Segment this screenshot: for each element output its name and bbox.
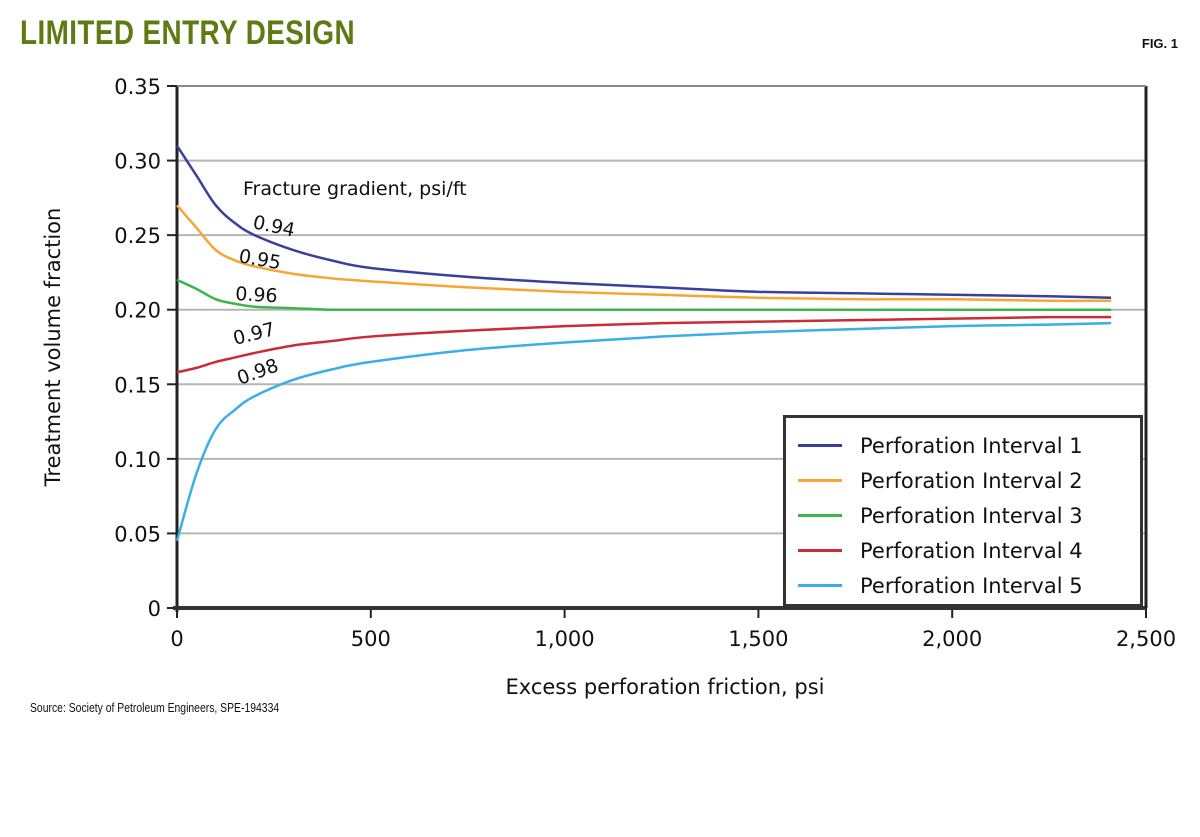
gradient-label-2: 0.95 bbox=[237, 245, 282, 274]
x-tick-label: 1,500 bbox=[728, 627, 788, 651]
legend-label-2: Perforation Interval 2 bbox=[860, 468, 1083, 493]
axes: 0 0.05 0.10 0.15 0.20 0.25 0.30 0.35 0 500 1,000 1,… bbox=[114, 75, 1176, 651]
figure-label: FIG. 1 bbox=[1141, 36, 1178, 51]
y-tick-label: 0.10 bbox=[114, 448, 161, 472]
y-tick-label: 0.25 bbox=[114, 224, 161, 248]
series-line-4 bbox=[176, 315, 1112, 374]
gradient-label-3: 0.96 bbox=[235, 283, 278, 307]
source-note: Source: Society of Petroleum Engineers, … bbox=[30, 700, 280, 715]
legend-swatch-3 bbox=[798, 514, 842, 517]
y-tick-label: 0.05 bbox=[114, 522, 161, 546]
legend-item-3: Perforation Interval 3 bbox=[798, 498, 1140, 533]
chart-title: LIMITED ENTRY DESIGN bbox=[20, 14, 356, 52]
y-tick-label: 0.15 bbox=[114, 373, 161, 397]
annotation-title: Fracture gradient, psi/ft bbox=[243, 178, 467, 200]
legend-swatch-2 bbox=[798, 479, 842, 482]
y-tick-label: 0.35 bbox=[114, 75, 161, 99]
legend-item-1: Perforation Interval 1 bbox=[798, 428, 1140, 463]
x-tick-label: 2,000 bbox=[922, 627, 982, 651]
y-tick-label: 0.20 bbox=[114, 299, 161, 323]
legend: Perforation Interval 1 Perforation Inter… bbox=[783, 415, 1143, 607]
legend-swatch-5 bbox=[798, 584, 842, 587]
legend-item-2: Perforation Interval 2 bbox=[798, 463, 1140, 498]
legend-swatch-1 bbox=[798, 444, 842, 447]
series-lines bbox=[175, 144, 1112, 542]
series-line-5 bbox=[175, 321, 1112, 542]
y-tick-label: 0.30 bbox=[114, 150, 161, 174]
legend-item-5: Perforation Interval 5 bbox=[798, 568, 1140, 603]
x-tick-label: 0 bbox=[170, 627, 183, 651]
series-line-1 bbox=[175, 144, 1112, 300]
legend-label-5: Perforation Interval 5 bbox=[860, 573, 1083, 598]
y-axis-title: Treatment volume fraction bbox=[41, 208, 65, 488]
series-line-2 bbox=[176, 204, 1112, 303]
legend-swatch-4 bbox=[798, 549, 842, 552]
legend-label-3: Perforation Interval 3 bbox=[860, 503, 1083, 528]
legend-label-4: Perforation Interval 4 bbox=[860, 538, 1083, 563]
x-axis-title: Excess perforation friction, psi bbox=[506, 675, 825, 699]
gradient-label-4: 0.97 bbox=[231, 318, 277, 350]
x-tick-label: 2,500 bbox=[1116, 627, 1176, 651]
x-tick-label: 500 bbox=[351, 627, 391, 651]
y-tick-label: 0 bbox=[148, 597, 161, 621]
legend-label-1: Perforation Interval 1 bbox=[860, 433, 1083, 458]
legend-item-4: Perforation Interval 4 bbox=[798, 533, 1140, 568]
x-tick-label: 1,000 bbox=[535, 627, 595, 651]
series-line-3 bbox=[176, 278, 1112, 312]
